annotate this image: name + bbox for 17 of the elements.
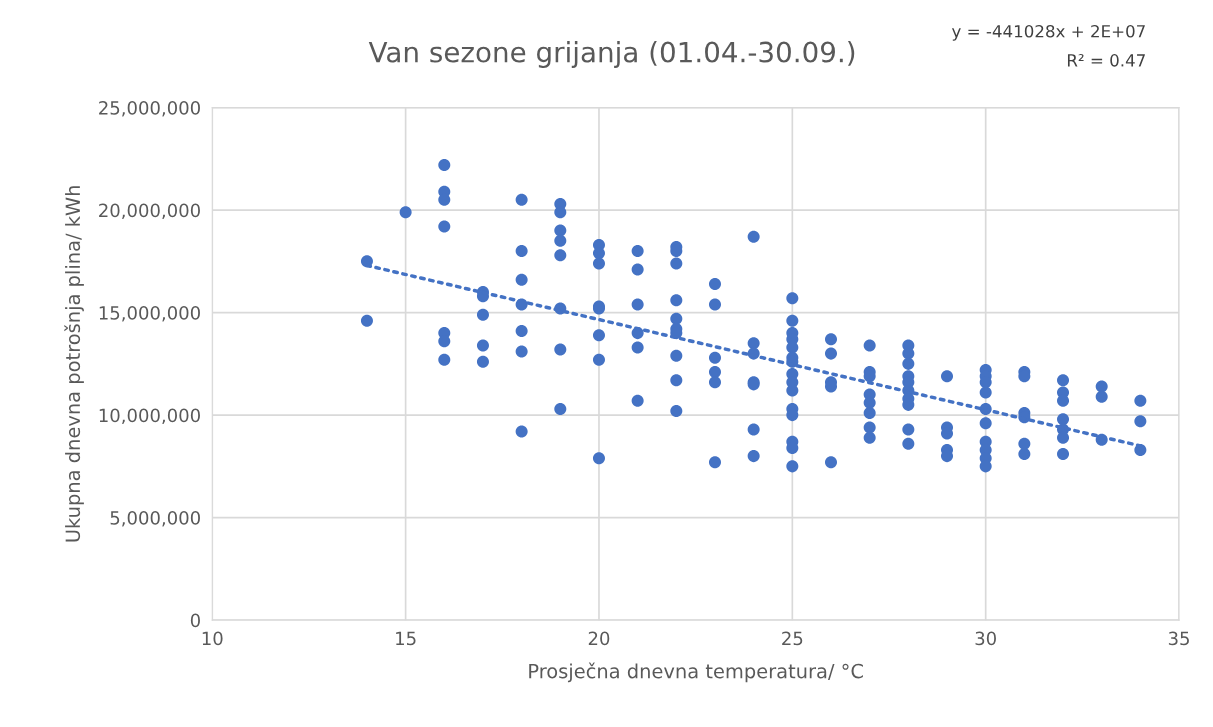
text: R² = 0.47 <box>1067 54 1145 67</box>
y-tick-label: 0 <box>190 613 200 628</box>
x-tick-label: 20 <box>588 631 610 646</box>
y-tick-label: 10,000,000 <box>99 408 200 425</box>
y-tick-label: 15,000,000 <box>99 306 200 322</box>
y-axis-title: Ukupna dnevna potrošnja plina/ kWh <box>64 186 84 542</box>
y-tick-label: 25,000,000 <box>99 101 200 117</box>
x-tick-label: 35 <box>1168 631 1189 646</box>
x-tick-label: 10 <box>202 631 223 646</box>
chart-title: Van sezone grijanja (01.04.-30.09.) <box>368 41 855 68</box>
y-tick-label: 5,000,000 <box>110 511 200 527</box>
x-tick-label: 30 <box>975 631 996 646</box>
text: y = -441028x + 2E+07 <box>951 24 1145 41</box>
x-tick-label: 25 <box>782 631 803 646</box>
y-tick-label: 20,000,000 <box>99 203 200 220</box>
x-axis-title: Prosječna dnevna temperatura/ °C <box>529 662 863 683</box>
x-tick-label: 15 <box>396 631 416 646</box>
